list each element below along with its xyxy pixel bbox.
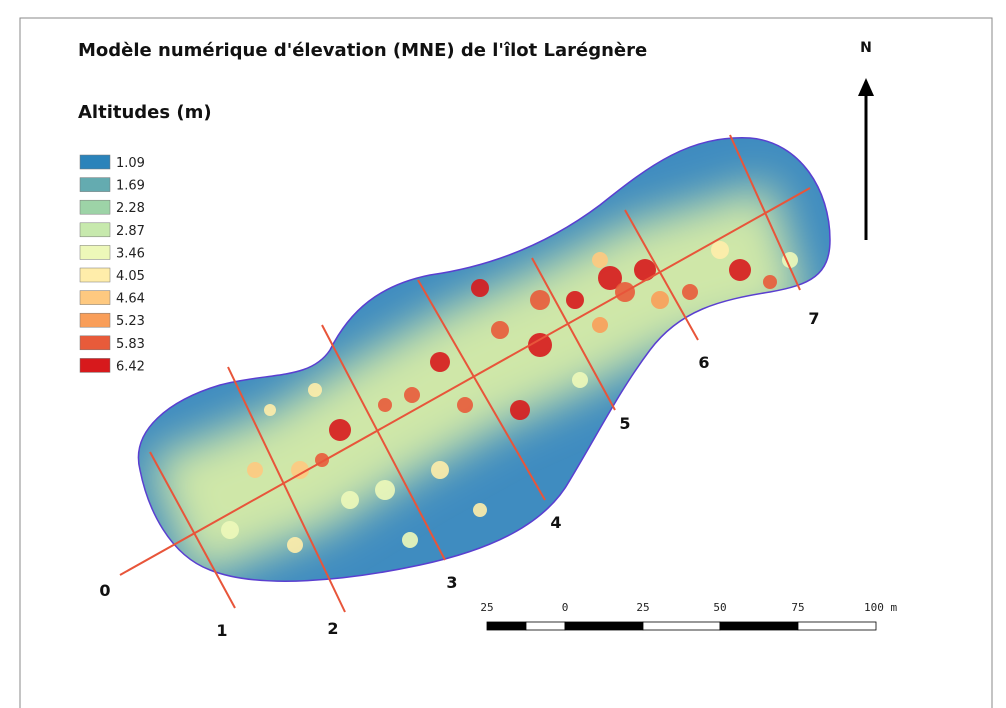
legend-label: 1.69 (116, 179, 145, 194)
legend-swatch (80, 223, 110, 237)
elevation-patch (729, 259, 751, 281)
legend-label: 5.23 (116, 314, 145, 329)
legend-swatch (80, 178, 110, 192)
profile-label: 5 (619, 414, 630, 433)
elevation-patch (530, 290, 550, 310)
profile-label: 3 (446, 573, 457, 592)
elevation-patch (341, 491, 359, 509)
elevation-patch (430, 352, 450, 372)
elevation-patch (572, 372, 588, 388)
elevation-patch (763, 275, 777, 289)
legend-swatch (80, 200, 110, 214)
scale-segment (643, 622, 720, 630)
scale-segment (720, 622, 798, 630)
scale-label: 25 (636, 601, 649, 614)
page: {"title": "Modèle numérique d'élevation … (0, 0, 1006, 708)
elevation-patch (287, 537, 303, 553)
scale-segment (526, 622, 565, 630)
elevation-patch (634, 259, 656, 281)
profile-label: 4 (550, 513, 561, 532)
profile-label: 2 (327, 619, 338, 638)
legend-label: 1.09 (116, 156, 145, 171)
legend-swatch (80, 268, 110, 282)
elevation-patch (221, 521, 239, 539)
elevation-patch (329, 419, 351, 441)
scale-label: 50 (713, 601, 726, 614)
legend-swatch (80, 336, 110, 350)
elevation-patch (431, 461, 449, 479)
elevation-patch (375, 480, 395, 500)
elevation-patch (404, 387, 420, 403)
elevation-patch (491, 321, 509, 339)
legend-swatch (80, 155, 110, 169)
elevation-patch (682, 284, 698, 300)
legend-label: 4.64 (116, 292, 145, 307)
elevation-patch (473, 503, 487, 517)
profile-label: 1 (216, 621, 227, 640)
legend-label: 2.28 (116, 201, 145, 216)
scale-segment (487, 622, 526, 630)
elevation-patch (308, 383, 322, 397)
elevation-patch (378, 398, 392, 412)
elevation-patch (651, 291, 669, 309)
legend-swatch (80, 245, 110, 259)
elevation-patch (247, 462, 263, 478)
legend-title: Altitudes (m) (78, 102, 212, 123)
legend-label: 5.83 (116, 337, 145, 352)
scale-label: 100 m (864, 601, 897, 614)
legend-swatch (80, 313, 110, 327)
elevation-patch (471, 279, 489, 297)
north-label: N (860, 40, 872, 56)
map-title: Modèle numérique d'élevation (MNE) de l'… (78, 40, 647, 61)
scale-segment (798, 622, 876, 630)
map: Modèle numérique d'élevation (MNE) de l'… (0, 0, 1006, 708)
legend-swatch (80, 291, 110, 305)
scale-label: 75 (791, 601, 804, 614)
elevation-patch (592, 317, 608, 333)
scale-label: 25 (480, 601, 493, 614)
legend-label: 3.46 (116, 246, 145, 261)
elevation-patch (566, 291, 584, 309)
legend-label: 4.05 (116, 269, 145, 284)
legend-label: 2.87 (116, 224, 145, 239)
elevation-patch (711, 241, 729, 259)
profile-label: 0 (99, 581, 110, 600)
scale-segment (565, 622, 643, 630)
elevation-patch (264, 404, 276, 416)
legend-swatch (80, 358, 110, 372)
elevation-patch (510, 400, 530, 420)
elevation-patch (592, 252, 608, 268)
elevation-patch (402, 532, 418, 548)
elevation-patch (457, 397, 473, 413)
profile-label: 6 (698, 353, 709, 372)
legend-label: 6.42 (116, 359, 145, 374)
profile-label: 7 (808, 309, 819, 328)
scale-label: 0 (562, 601, 569, 614)
